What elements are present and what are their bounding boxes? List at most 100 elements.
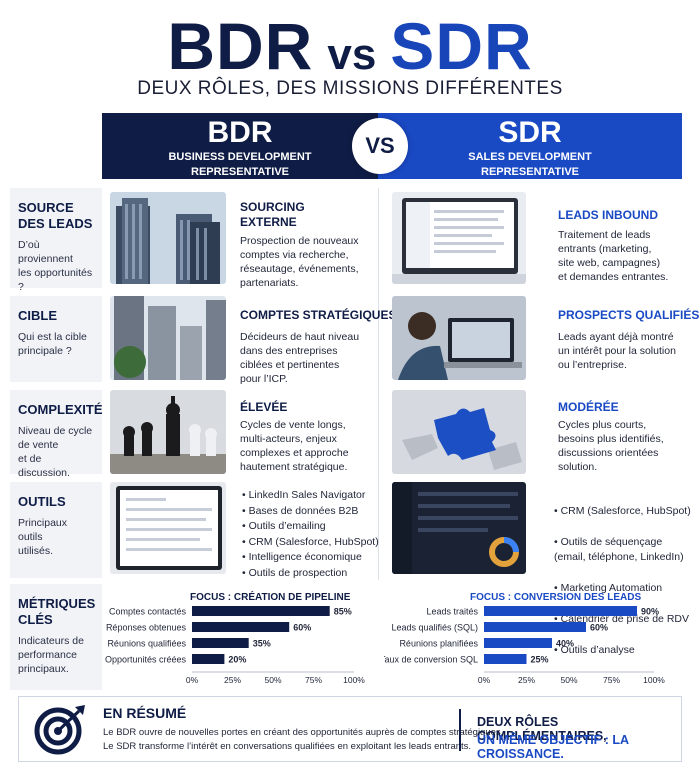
row-label-outils: OUTILS Principaux outils utilisés. — [10, 482, 102, 578]
list-item: Outils de séquençage (email, téléphone, … — [554, 535, 691, 566]
row-title: OUTILS — [18, 494, 66, 509]
row-desc: Indicateurs de performance principaux. — [18, 635, 84, 675]
sdr-source-title: LEADS INBOUND — [558, 208, 659, 222]
title-vs: vs — [327, 30, 377, 79]
bdr-complexite-title: ÉLEVÉE — [240, 400, 288, 414]
bdr-banner-line1: BUSINESS DEVELOPMENT — [168, 151, 312, 163]
office-towers-image — [110, 296, 226, 380]
bdr-source-title: SOURCING EXTERNE — [240, 200, 305, 229]
value-label: 60% — [590, 623, 608, 633]
value-label: 25% — [531, 655, 549, 665]
summary-box: EN RÉSUMÉ Le BDR ouvre de nouvelles port… — [18, 696, 682, 762]
tick-label: 100% — [343, 675, 365, 685]
puzzle-piece-image — [392, 390, 526, 474]
sdr-chart-title: FOCUS : CONVERSION DES LEADS — [470, 592, 642, 603]
bar — [192, 638, 249, 648]
summary-line2: Le SDR transforme l’intérêt en conversat… — [103, 741, 472, 752]
sdr-banner: SDR SALES DEVELOPMENT REPRESENTATIVE — [378, 113, 682, 179]
title-bdr: BDR — [167, 9, 314, 83]
category-label: Comptes contactés — [109, 607, 187, 617]
list-item: Marketing Automation — [554, 581, 691, 597]
value-label: 40% — [556, 639, 574, 649]
bdr-tools-list: LinkedIn Sales Navigator Bases de donnée… — [242, 488, 379, 581]
row-desc: Principaux outils utilisés. — [18, 517, 68, 557]
sdr-complexite-title: MODÉRÉE — [558, 400, 619, 414]
tick-label: 0% — [186, 675, 199, 685]
summary-line1: Le BDR ouvre de nouvelles portes en créa… — [103, 727, 504, 738]
main-title: BDR vs SDR — [0, 8, 700, 84]
list-item: CRM (Salesforce, HubSpot) — [554, 504, 691, 520]
category-label: Leads qualifiés (SQL) — [391, 623, 478, 633]
sdr-complexite-desc: Cycles plus courts, besoins plus identif… — [558, 419, 664, 473]
category-label: Opportunités créées — [105, 655, 187, 665]
vs-badge: VS — [352, 118, 408, 174]
list-item: Outils de prospection — [242, 566, 379, 582]
category-label: Taux de conversion SQL — [384, 655, 478, 665]
subtitle: DEUX RÔLES, DES MISSIONS DIFFÉRENTES — [137, 78, 563, 99]
sdr-chart-svg: Leads traités 90% Leads qualifiés (SQL) 60%… — [380, 606, 665, 685]
skyscrapers-image — [110, 192, 226, 284]
row-label-metriques: MÉTRIQUES CLÉS Indicateurs de performanc… — [10, 584, 102, 690]
sdr-banner-line1: SALES DEVELOPMENT — [468, 151, 592, 163]
bar — [484, 606, 637, 616]
sdr-source-desc: Traitement de leads entrants (marketing,… — [558, 229, 669, 283]
bdr-bar-chart: Comptes contactés 85% Réponses obtenues 60%… — [102, 602, 372, 695]
value-label: 85% — [334, 607, 352, 617]
bdr-banner-line2: REPRESENTATIVE — [191, 166, 289, 178]
bar — [484, 622, 586, 632]
category-label: Réponses obtenues — [106, 623, 187, 633]
list-item: LinkedIn Sales Navigator — [242, 488, 379, 504]
category-label: Réunions qualifiées — [107, 639, 186, 649]
bdr-chart-title: FOCUS : CRÉATION DE PIPELINE — [190, 592, 351, 603]
title-sdr: SDR — [390, 9, 533, 83]
person-at-laptop-image — [392, 296, 526, 380]
list-item: Outils d’analyse — [554, 643, 691, 659]
summary-title: EN RÉSUMÉ — [103, 705, 187, 721]
tick-label: 75% — [305, 675, 322, 685]
summary-divider — [459, 709, 461, 751]
row-title: COMPLEXITÉ — [18, 402, 103, 417]
category-label: Réunions planifiées — [399, 639, 478, 649]
bdr-complexite-desc: Cycles de vente longs, multi-acteurs, en… — [240, 419, 349, 473]
bdr-cible-title: COMPTES STRATÉGIQUES — [240, 308, 397, 322]
list-item: Outils d’emailing — [242, 519, 379, 535]
sdr-cible-desc: Leads ayant déjà montré un intérêt pour … — [558, 331, 676, 371]
tick-label: 25% — [224, 675, 241, 685]
bdr-chart-svg: Comptes contactés 85% Réponses obtenues 60%… — [105, 606, 365, 685]
target-arrow-icon — [33, 705, 87, 760]
chess-pieces-image — [110, 390, 226, 474]
sdr-cible-title: PROSPECTS QUALIFIÉS — [558, 308, 700, 322]
row-desc: Qui est la cible principale ? — [18, 331, 87, 357]
bar — [484, 638, 552, 648]
bdr-source-desc: Prospection de nouveaux comptes via rech… — [240, 235, 359, 289]
tick-label: 0% — [478, 675, 491, 685]
row-desc: D’où proviennent les opportunités ? — [18, 239, 93, 293]
tick-label: 75% — [603, 675, 620, 685]
list-item: Bases de données B2B — [242, 504, 379, 520]
list-item: CRM (Salesforce, HubSpot) — [242, 535, 379, 551]
bdr-banner-title: BDR — [207, 116, 273, 149]
dashboard-laptop-image — [392, 192, 526, 284]
row-label-cible: CIBLE Qui est la cible principale ? — [10, 296, 102, 382]
tick-label: 25% — [518, 675, 535, 685]
category-label: Leads traités — [426, 607, 478, 617]
list-item: Intelligence économique — [242, 550, 379, 566]
row-desc: Niveau de cycle de vente et de discussio… — [18, 425, 93, 479]
summary-tagline-2: UN MÊME OBJECTIF : LA CROISSANCE. — [477, 733, 629, 761]
row-label-source: SOURCE DES LEADS D’où proviennent les op… — [10, 188, 102, 293]
summary-tagline-1: DEUX RÔLES COMPLÉMENTAIRES, — [477, 715, 607, 743]
bar — [192, 606, 330, 616]
row-title: MÉTRIQUES CLÉS — [18, 596, 96, 627]
value-label: 90% — [641, 607, 659, 617]
tick-label: 50% — [560, 675, 577, 685]
crm-screen-image — [110, 482, 226, 574]
bdr-banner: BDR BUSINESS DEVELOPMENT REPRESENTATIVE — [102, 113, 378, 179]
value-label: 60% — [293, 623, 311, 633]
value-label: 20% — [228, 655, 246, 665]
bar — [484, 654, 527, 664]
column-divider — [378, 188, 379, 580]
bar — [192, 654, 225, 664]
value-label: 35% — [253, 639, 271, 649]
bdr-cible-desc: Décideurs de haut niveau dans des entrep… — [240, 331, 360, 385]
tick-label: 100% — [643, 675, 665, 685]
